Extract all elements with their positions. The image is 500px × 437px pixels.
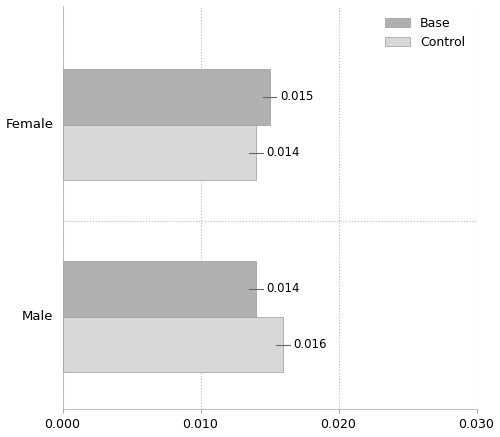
Text: 0.014: 0.014	[266, 146, 300, 159]
Legend: Base, Control: Base, Control	[380, 12, 470, 54]
Bar	[62, 69, 270, 125]
Text: 0.016: 0.016	[294, 338, 327, 351]
Text: 0.015: 0.015	[280, 90, 314, 104]
Text: 0.014: 0.014	[266, 282, 300, 295]
Bar	[62, 317, 284, 372]
Bar	[62, 261, 256, 317]
Bar	[62, 125, 256, 180]
